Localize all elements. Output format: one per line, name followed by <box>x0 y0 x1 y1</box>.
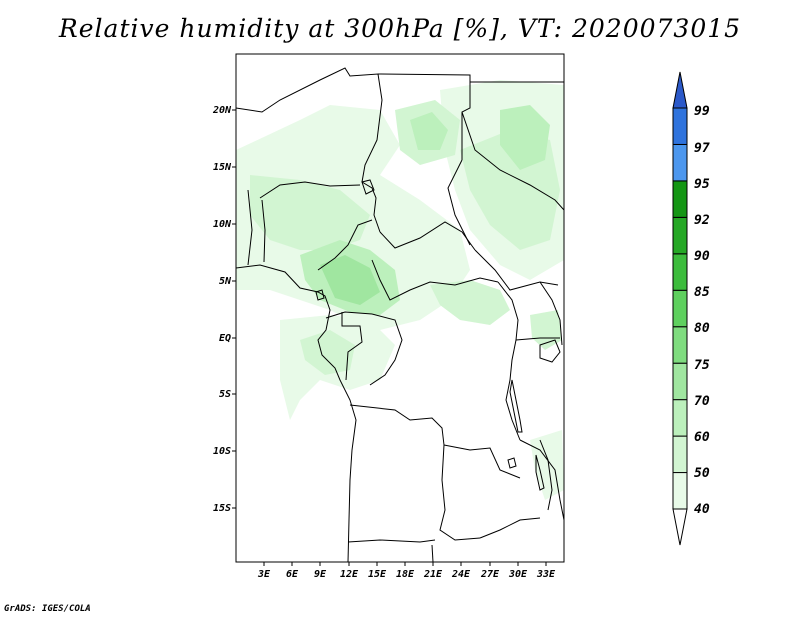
colorbar-label-95: 95 <box>694 177 710 192</box>
border-drc-zambia <box>443 444 521 479</box>
lat-label-eq: EQ <box>219 333 231 344</box>
lon-label-27e: 27E <box>480 569 500 580</box>
colorbar-segment <box>672 253 688 291</box>
border-gabon-congo <box>341 312 363 381</box>
lakes <box>315 179 561 491</box>
lake-mweru <box>507 457 517 469</box>
border-niger-chad <box>361 181 381 233</box>
lon-label-15e: 15E <box>368 569 387 580</box>
lat-label-10n: 10N <box>213 219 232 230</box>
colorbar-label-75: 75 <box>694 358 710 373</box>
lon-label-3e: 3E <box>257 569 271 580</box>
grads-credit: GrADS: IGES/COLA <box>4 604 91 614</box>
lon-label-9e: 9E <box>314 569 327 580</box>
colorbar-segment <box>672 143 688 182</box>
lake-malawi <box>535 454 545 491</box>
shade-blob-north-core <box>410 112 448 150</box>
border-congo-drc <box>369 313 403 386</box>
lat-tickmarks <box>232 109 236 509</box>
colorbar-segment <box>672 362 688 401</box>
colorbar-segment <box>672 180 688 218</box>
shade-east-core <box>500 105 550 170</box>
border-ethiopia <box>461 111 564 211</box>
colorbar-label-92: 92 <box>694 213 710 228</box>
border-libya-egypt <box>377 73 471 160</box>
border-angola-zambia <box>439 444 481 541</box>
lat-label-15n: 15N <box>213 162 232 173</box>
border-drc-east <box>497 281 521 441</box>
colorbar-segment <box>672 399 688 437</box>
humidity-shading <box>236 80 564 500</box>
lon-label-24e: 24E <box>451 569 471 580</box>
border-cameroon-gabon <box>325 311 373 319</box>
border-drc-angola <box>349 404 445 446</box>
lon-label-21e: 21E <box>423 569 443 580</box>
border-south-sudan <box>474 249 559 291</box>
border-nigeria-north <box>259 181 361 199</box>
colorbar-segment <box>672 289 688 328</box>
shade-tanzania <box>530 430 564 500</box>
colorbar <box>672 71 688 546</box>
colorbar-segment <box>672 326 688 364</box>
border-malawi <box>539 439 553 511</box>
colorbar-labels: 40 50 60 70 75 80 85 90 92 95 97 99 <box>694 104 710 517</box>
border-west-2 <box>247 189 253 266</box>
colorbar-label-40: 40 <box>694 502 710 517</box>
colorbar-label-90: 90 <box>694 249 710 264</box>
colorbar-label-80: 80 <box>694 321 710 336</box>
lat-label-5s: 5S <box>219 389 231 400</box>
lat-label-10s: 10S <box>213 446 231 457</box>
colorbar-label-50: 50 <box>694 466 710 481</box>
border-zambia-zim <box>479 517 541 539</box>
map-frame <box>235 53 565 563</box>
colorbar-label-97: 97 <box>694 141 710 156</box>
lat-labels: 20N 15N 10N 5N EQ 5S 10S 15S <box>212 105 232 514</box>
lake-volta <box>315 289 325 301</box>
border-namibia <box>347 539 436 543</box>
border-nigeria-cameroon <box>317 219 373 271</box>
west-coastline <box>236 264 357 562</box>
colorbar-upper-triangle <box>672 71 688 109</box>
lake-tanganyika <box>509 379 523 433</box>
lon-label-30e: 30E <box>508 569 528 580</box>
lat-label-20n: 20N <box>212 105 232 116</box>
lat-label-5n: 5N <box>219 276 232 287</box>
border-sahara-1 <box>236 67 383 183</box>
colorbar-lower-triangle <box>672 508 688 546</box>
colorbar-label-70: 70 <box>694 394 710 409</box>
colorbar-segment <box>672 435 688 474</box>
colorbar-label-99: 99 <box>694 104 710 119</box>
shade-lakes <box>430 280 510 325</box>
country-borders <box>236 67 564 562</box>
shade-cameroon-core <box>320 255 380 305</box>
lon-labels: 3E 6E 9E 12E 15E 18E 21E 24E 27E 30E 33E <box>257 569 556 580</box>
colorbar-label-60: 60 <box>694 430 710 445</box>
border-tanzania <box>519 439 564 521</box>
border-car-north <box>379 221 476 251</box>
lake-victoria <box>539 339 561 363</box>
border-car-south <box>371 259 499 301</box>
lon-tickmarks <box>263 562 547 566</box>
border-uganda-kenya <box>539 281 563 346</box>
border-west-1 <box>261 199 266 263</box>
lon-label-6e: 6E <box>286 569 299 580</box>
border-uganda <box>515 337 560 341</box>
map-title: Relative humidity at 300hPa [%], VT: 202… <box>58 14 742 43</box>
shade-gabon-core <box>300 330 355 375</box>
colorbar-segment <box>672 107 688 145</box>
lake-chad <box>361 179 375 195</box>
colorbar-label-85: 85 <box>694 285 710 300</box>
lon-label-12e: 12E <box>340 569 359 580</box>
border-namibia-2 <box>431 544 434 562</box>
colorbar-segment <box>672 216 688 255</box>
shade-sahel-core <box>250 175 370 250</box>
lat-label-15s: 15S <box>213 503 231 514</box>
lon-label-18e: 18E <box>396 569 415 580</box>
lon-label-33e: 33E <box>536 569 556 580</box>
colorbar-segment <box>672 472 688 510</box>
